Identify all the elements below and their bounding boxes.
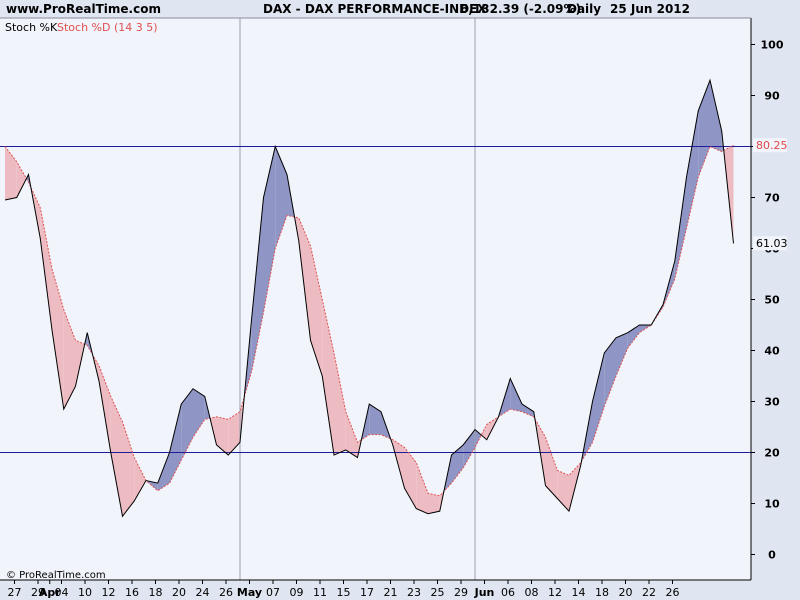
legend-k-label: Stoch %K	[5, 21, 58, 34]
d-above-k-fill	[52, 268, 64, 410]
d-above-k-fill	[216, 416, 229, 456]
x-tick-label: 12	[102, 586, 116, 599]
d-above-k-fill	[40, 207, 52, 331]
x-tick-label: 18	[595, 586, 609, 599]
indicator-legend: Stoch %K Stoch %D (14 3 5)	[5, 21, 158, 34]
x-tick-label: 23	[407, 586, 421, 599]
d-above-k-fill	[416, 462, 428, 514]
d-above-k-fill	[228, 411, 240, 456]
stoch-k-line	[4, 78, 734, 518]
k-above-d-fill	[251, 197, 264, 371]
legend-d-label: Stoch %D (14 3 5)	[57, 21, 158, 34]
k-above-d-fill	[510, 378, 522, 412]
x-tick-label: 20	[619, 586, 633, 599]
k-above-d-fill	[710, 80, 722, 152]
k-above-d-fill	[169, 404, 182, 484]
x-tick-label: 10	[78, 586, 92, 599]
d-above-k-fill	[298, 217, 311, 341]
d-above-k-fill	[345, 411, 358, 458]
x-tick-label: 18	[149, 586, 163, 599]
d-above-k-fill	[110, 396, 123, 517]
copyright-text: © ProRealTime.com	[6, 570, 106, 581]
k-above-d-fill	[592, 353, 605, 443]
x-tick-label: May	[237, 586, 262, 599]
k-value-badge-bg	[753, 236, 787, 251]
k-above-d-fill	[463, 429, 475, 468]
d-value-badge-bg	[753, 138, 787, 153]
x-tick-label: 16	[125, 586, 139, 599]
x-tick-label: Jun	[474, 586, 495, 599]
y-tick-label: 0	[768, 549, 776, 562]
quote-value: 6,132.39 (-2.09%)	[460, 2, 581, 16]
k-above-d-fill	[686, 110, 699, 229]
x-tick-label: 27	[8, 586, 22, 599]
x-tick-label: 29	[454, 586, 468, 599]
d-last-value-badge: 80.25	[756, 139, 788, 152]
k-above-d-fill	[451, 444, 464, 484]
x-tick-label: 15	[337, 586, 351, 599]
y-tick-label: 90	[764, 90, 780, 103]
x-tick-label: 25	[431, 586, 445, 599]
d-above-k-fill	[122, 421, 135, 517]
x-tick-label: 09	[290, 586, 304, 599]
x-tick-label: 24	[196, 586, 210, 599]
x-tick-label: 29	[31, 586, 45, 599]
d-above-k-fill	[322, 299, 334, 456]
x-tick-label: 14	[572, 586, 586, 599]
k-above-d-fill	[674, 177, 687, 280]
d-above-k-fill	[334, 353, 346, 456]
x-tick-label: 21	[384, 586, 398, 599]
stoch-d-line	[4, 144, 734, 497]
site-name: www.ProRealTime.com	[6, 2, 161, 16]
k-above-d-fill	[263, 146, 276, 313]
y-tick-label: 20	[764, 447, 780, 460]
chart-header: www.ProRealTime.com DAX - DAX PERFORMANC…	[0, 0, 751, 19]
x-tick-label: 07	[266, 586, 280, 599]
x-tick-label: 12	[548, 586, 562, 599]
k-above-d-fill	[604, 337, 616, 407]
x-tick-label: 17	[360, 586, 374, 599]
d-above-k-fill	[5, 146, 17, 201]
y-tick-label: 70	[764, 192, 780, 205]
instrument-title: DAX - DAX PERFORMANCE-INDEX	[263, 2, 487, 16]
k-above-d-fill	[193, 388, 205, 438]
k-above-d-fill	[157, 452, 170, 491]
stochastic-lines	[4, 78, 734, 518]
y-tick-label: 10	[764, 498, 780, 511]
k-above-d-fill	[627, 325, 640, 348]
k-above-d-fill	[616, 332, 628, 376]
d-above-k-fill	[99, 365, 111, 453]
x-tick-label: 20	[172, 586, 186, 599]
date-label: 25 Jun 2012	[610, 2, 690, 16]
x-tick-label: 06	[501, 586, 515, 599]
x-tick-label: 26	[666, 586, 680, 599]
x-tick-label: 22	[642, 586, 656, 599]
x-tick-label: 26	[219, 586, 233, 599]
k-above-d-fill	[522, 404, 534, 417]
d-above-k-fill	[310, 245, 323, 376]
d-above-k-fill	[16, 161, 27, 198]
k-above-d-fill	[369, 404, 381, 435]
d-above-k-fill	[63, 309, 76, 410]
k-last-value-badge: 61.03	[756, 237, 788, 250]
y-tick-label: 40	[764, 345, 780, 358]
period-label: Daily	[567, 2, 601, 16]
k-above-d-fill	[181, 388, 193, 461]
x-tick-label: 08	[525, 586, 539, 599]
x-tick-label: 04	[55, 586, 69, 599]
d-above-k-fill	[428, 493, 440, 514]
x-tick-label: 11	[313, 586, 327, 599]
d-above-k-fill	[134, 457, 146, 501]
x-tick-label: Apr	[39, 586, 61, 599]
y-tick-label: 30	[764, 396, 780, 409]
y-tick-label: 100	[761, 39, 784, 52]
y-tick-label: 50	[764, 294, 780, 307]
stochastic-fill-areas	[5, 80, 734, 517]
k-above-d-fill	[639, 325, 652, 333]
